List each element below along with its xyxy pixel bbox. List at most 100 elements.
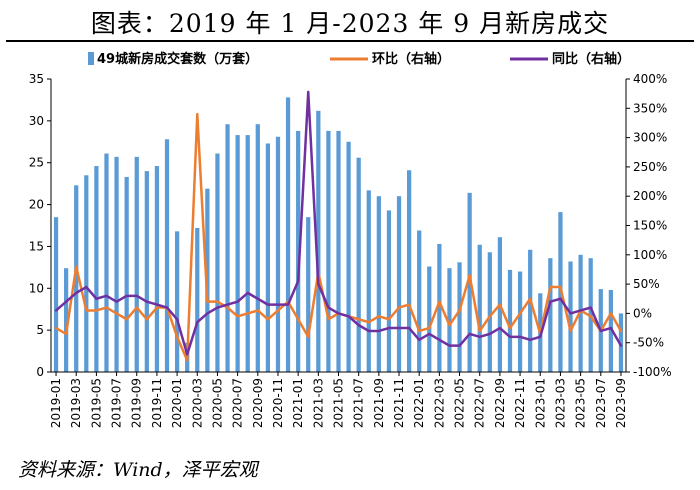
chart-title: 图表：2019 年 1 月-2023 年 9 月新房成交 xyxy=(90,9,610,38)
right-tick-label: 50% xyxy=(633,277,660,291)
bar xyxy=(195,228,200,372)
x-tick-label: 2023-01 xyxy=(533,378,547,428)
left-tick-label: 15 xyxy=(29,239,44,253)
left-tick-label: 10 xyxy=(29,281,44,295)
bar xyxy=(487,252,492,372)
left-tick-label: 20 xyxy=(29,198,44,212)
bar xyxy=(134,156,139,372)
plot-area: 0 5 10 15 20 25 30 35 -100% -50% 0% 50% 100% 150% 200%… xyxy=(29,72,672,428)
x-tick-label: 2022-01 xyxy=(412,378,426,428)
bar xyxy=(346,141,351,372)
right-tick-label: 0% xyxy=(633,306,652,320)
legend-label-bars: 49城新房成交套数（万套） xyxy=(97,51,258,67)
bar xyxy=(235,135,240,372)
x-tick-label: 2021-11 xyxy=(392,378,406,428)
x-tick-label: 2019-01 xyxy=(49,378,63,428)
bar xyxy=(94,166,99,372)
legend: 49城新房成交套数（万套） 环比（右轴） 同比（右轴） xyxy=(88,51,630,67)
x-tick-label: 2022-11 xyxy=(513,378,527,428)
bar xyxy=(528,249,533,372)
bar xyxy=(507,269,513,372)
bar xyxy=(124,176,129,372)
x-tick-label: 2020-11 xyxy=(271,378,285,428)
x-tick-label: 2021-05 xyxy=(332,378,346,428)
bar xyxy=(517,271,523,372)
bar xyxy=(356,157,361,372)
bar xyxy=(215,153,220,372)
legend-label-yoy: 同比（右轴） xyxy=(552,51,630,67)
bar xyxy=(366,190,371,372)
bar xyxy=(427,266,432,372)
x-tick-label: 2020-07 xyxy=(231,378,245,428)
right-tick-label: 400% xyxy=(633,72,667,86)
x-tick-label: 2020-01 xyxy=(170,378,184,428)
bar xyxy=(275,136,281,372)
right-tick-label: 200% xyxy=(633,189,667,203)
bar xyxy=(336,130,341,372)
left-tick-label: 25 xyxy=(29,156,44,170)
bar xyxy=(417,230,422,372)
bar xyxy=(326,130,331,372)
x-tick-label: 2023-09 xyxy=(614,378,628,428)
bar xyxy=(144,171,149,372)
x-tick-label: 2023-05 xyxy=(574,378,588,428)
x-tick-label: 2020-03 xyxy=(190,378,204,428)
x-tick-label: 2019-11 xyxy=(150,378,164,428)
bar xyxy=(255,124,260,373)
left-tick-label: 30 xyxy=(29,114,44,128)
bar xyxy=(84,175,89,372)
x-tick-label: 2021-07 xyxy=(352,378,366,428)
bar xyxy=(154,166,160,372)
x-tick-label: 2022-09 xyxy=(493,378,507,428)
right-tick-label: 250% xyxy=(633,160,667,174)
bar xyxy=(608,289,613,372)
bar xyxy=(164,139,170,372)
bar xyxy=(225,124,230,373)
bar xyxy=(407,170,412,372)
bar xyxy=(174,231,180,372)
x-tick-label: 2022-05 xyxy=(453,378,467,428)
x-tick-label: 2022-07 xyxy=(473,378,487,428)
bar xyxy=(396,196,402,372)
bar xyxy=(447,268,452,372)
title-rule xyxy=(6,40,694,42)
bar xyxy=(467,192,472,372)
x-tick-label: 2021-03 xyxy=(311,378,325,428)
x-tick-label: 2019-05 xyxy=(89,378,103,428)
x-tick-label: 2020-09 xyxy=(251,378,265,428)
bar xyxy=(53,217,59,372)
bar xyxy=(74,185,79,372)
bar xyxy=(104,153,109,372)
bar xyxy=(386,210,392,372)
bar xyxy=(568,261,573,372)
yoy-line xyxy=(54,90,623,356)
bar xyxy=(296,130,301,372)
right-tick-label: -100% xyxy=(633,365,672,379)
bar xyxy=(265,143,271,372)
right-tick-label: -50% xyxy=(633,336,664,350)
bar xyxy=(437,243,442,372)
right-tick-label: 100% xyxy=(633,248,667,262)
bar xyxy=(64,268,69,372)
x-tick-label: 2023-03 xyxy=(553,378,567,428)
right-tick-label: 150% xyxy=(633,219,667,233)
bar xyxy=(578,254,583,372)
right-tick-label: 350% xyxy=(633,101,667,115)
bar xyxy=(285,97,291,373)
bar xyxy=(114,156,119,372)
source-note: 资料来源：Wind，泽平宏观 xyxy=(18,459,258,481)
x-tick-label: 2020-05 xyxy=(210,378,224,428)
bar xyxy=(245,135,250,372)
x-tick-label: 2019-09 xyxy=(130,378,144,428)
bar xyxy=(477,244,482,372)
x-tick-label: 2021-01 xyxy=(291,378,305,428)
x-tick-label: 2023-07 xyxy=(594,378,608,428)
bar xyxy=(618,313,624,372)
right-tick-label: 300% xyxy=(633,131,667,145)
left-tick-label: 5 xyxy=(36,323,44,337)
left-tick-label: 0 xyxy=(36,365,44,379)
x-tick-label: 2022-03 xyxy=(432,378,446,428)
left-tick-label: 35 xyxy=(29,72,44,86)
bar xyxy=(548,258,553,372)
